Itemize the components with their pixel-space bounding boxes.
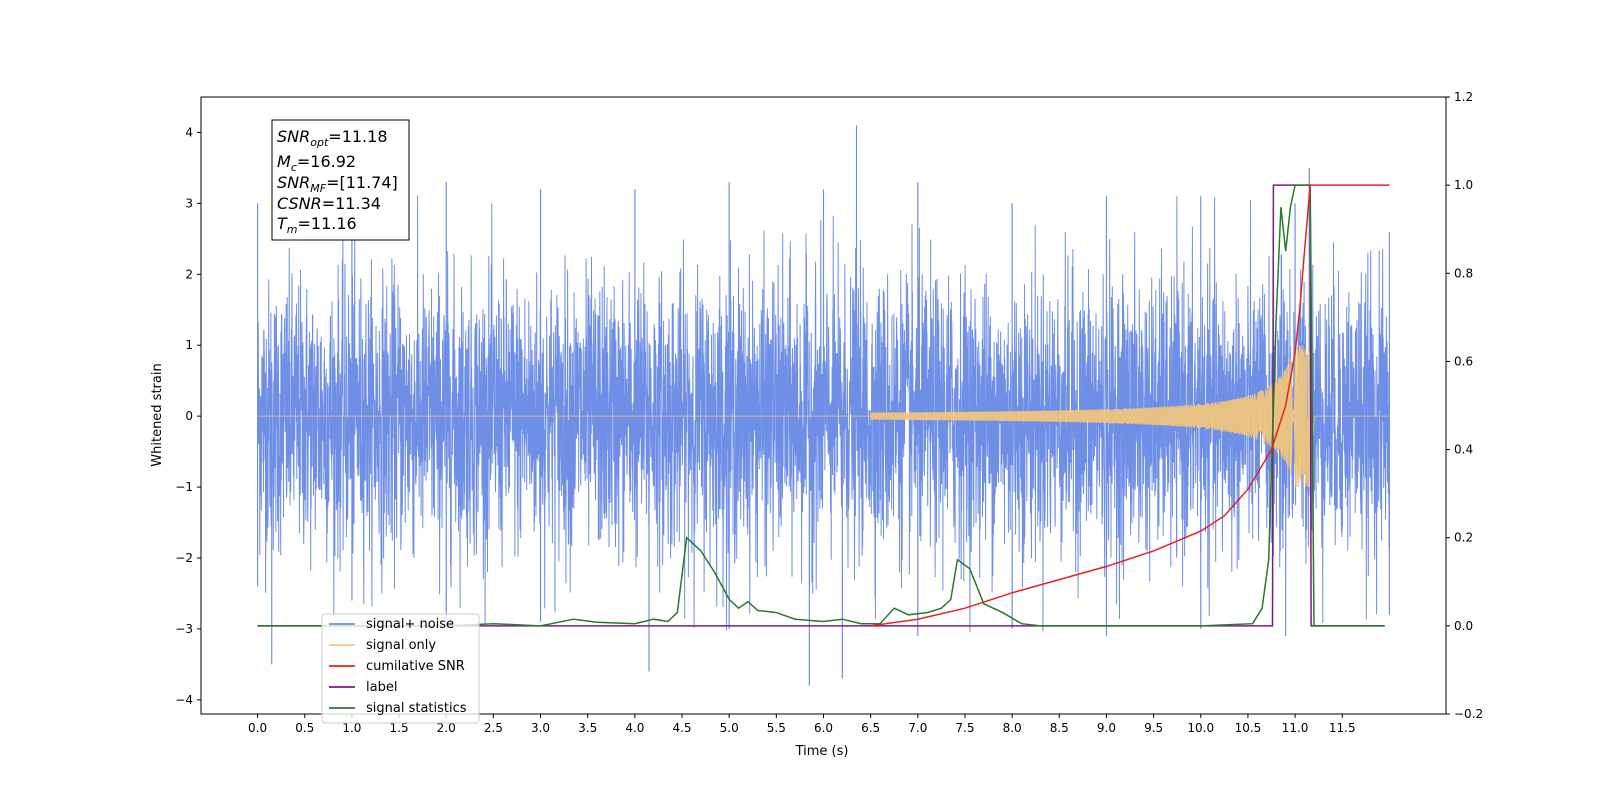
x-tick-label-17: 8.5 [1050, 721, 1069, 735]
x-tick-label-13: 6.5 [861, 721, 880, 735]
x-tick-label-3: 1.5 [390, 721, 409, 735]
x-tick-label-18: 9.0 [1097, 721, 1116, 735]
x-tick-label-19: 9.5 [1144, 721, 1163, 735]
y2-tick-label-7: −0.2 [1454, 707, 1483, 721]
legend-label-1: signal only [366, 638, 436, 653]
x-axis-label: Time (s) [795, 744, 849, 759]
x-tick-label-10: 5.0 [720, 721, 739, 735]
x-tick-label-5: 2.5 [484, 721, 503, 735]
x-tick-label-20: 10.0 [1187, 721, 1214, 735]
y2-tick-label-3: 0.6 [1454, 354, 1473, 368]
info-box: SNRopt=11.18 Mc=16.92 SNRMF=[11.74] CSNR… [271, 119, 410, 241]
legend-label-3: label [366, 680, 397, 695]
legend-label-4: signal statistics [366, 701, 467, 716]
series-signal-statistics-line [257, 184, 1385, 627]
info-csnr: CSNR=11.34 [277, 194, 381, 213]
y2-tick-label-6: 0.0 [1454, 619, 1473, 633]
info-box-frame [271, 119, 410, 241]
y2-tick-label-2: 0.8 [1454, 266, 1473, 280]
axes: 0.0 0.5 1.0 1.5 2.0 2.5 3.0 3.5 4.0 4.5 5.0 5.5 6.0 6… [175, 90, 1483, 735]
x-tick-label-8: 4.0 [625, 721, 644, 735]
y2-tick-label-0: 1.2 [1454, 90, 1473, 104]
y-axis-label: Whitened strain [150, 363, 165, 466]
legend: signal+ noise signal only cumilative SNR la… [321, 613, 480, 724]
x-tick-label-16: 8.0 [1003, 721, 1022, 735]
y-tick-label-7: −3 [175, 622, 193, 636]
x-tick-label-6: 3.0 [531, 721, 550, 735]
x-tick-label-1: 0.5 [295, 721, 314, 735]
x-tick-label-21: 10.5 [1235, 721, 1262, 735]
y-tick-label-2: 2 [185, 267, 193, 281]
y2-tick-label-1: 1.0 [1454, 178, 1473, 192]
info-snr-mf: SNRMF=[11.74] [277, 173, 398, 195]
x-tick-label-15: 7.5 [955, 721, 974, 735]
x-tick-label-14: 7.0 [908, 721, 927, 735]
y2-tick-label-4: 0.4 [1454, 443, 1473, 457]
legend-label-0: signal+ noise [366, 617, 454, 632]
info-mc: Mc=16.92 [277, 152, 356, 174]
x-tick-label-2: 1.0 [342, 721, 361, 735]
y-tick-label-8: −4 [175, 693, 193, 707]
series-signal-only-line [257, 345, 1390, 488]
x-tick-label-11: 5.5 [767, 721, 786, 735]
x-tick-label-4: 2.0 [437, 721, 456, 735]
x-tick-label-7: 3.5 [578, 721, 597, 735]
series-cumulative-snr-line [870, 184, 1390, 627]
series-group [256, 125, 1391, 686]
info-snr-opt: SNRopt=11.18 [277, 127, 388, 149]
y2-tick-label-5: 0.2 [1454, 531, 1473, 545]
info-tm: Tm=11.16 [277, 214, 357, 236]
x-tick-label-0: 0.0 [248, 721, 267, 735]
x-tick-label-12: 6.0 [814, 721, 833, 735]
y-tick-label-3: 1 [185, 338, 193, 352]
x-tick-label-22: 11.0 [1282, 721, 1309, 735]
x-tick-label-23: 11.5 [1329, 721, 1356, 735]
y-tick-label-1: 3 [185, 196, 193, 210]
y-tick-label-0: 4 [185, 125, 193, 139]
y-tick-label-5: −1 [175, 480, 193, 494]
x-tick-label-9: 4.5 [672, 721, 691, 735]
y-tick-label-4: 0 [185, 409, 193, 423]
legend-label-2: cumilative SNR [366, 659, 465, 674]
plot-area [256, 125, 1391, 686]
legend-frame [321, 613, 480, 724]
y-tick-label-6: −2 [175, 551, 193, 565]
